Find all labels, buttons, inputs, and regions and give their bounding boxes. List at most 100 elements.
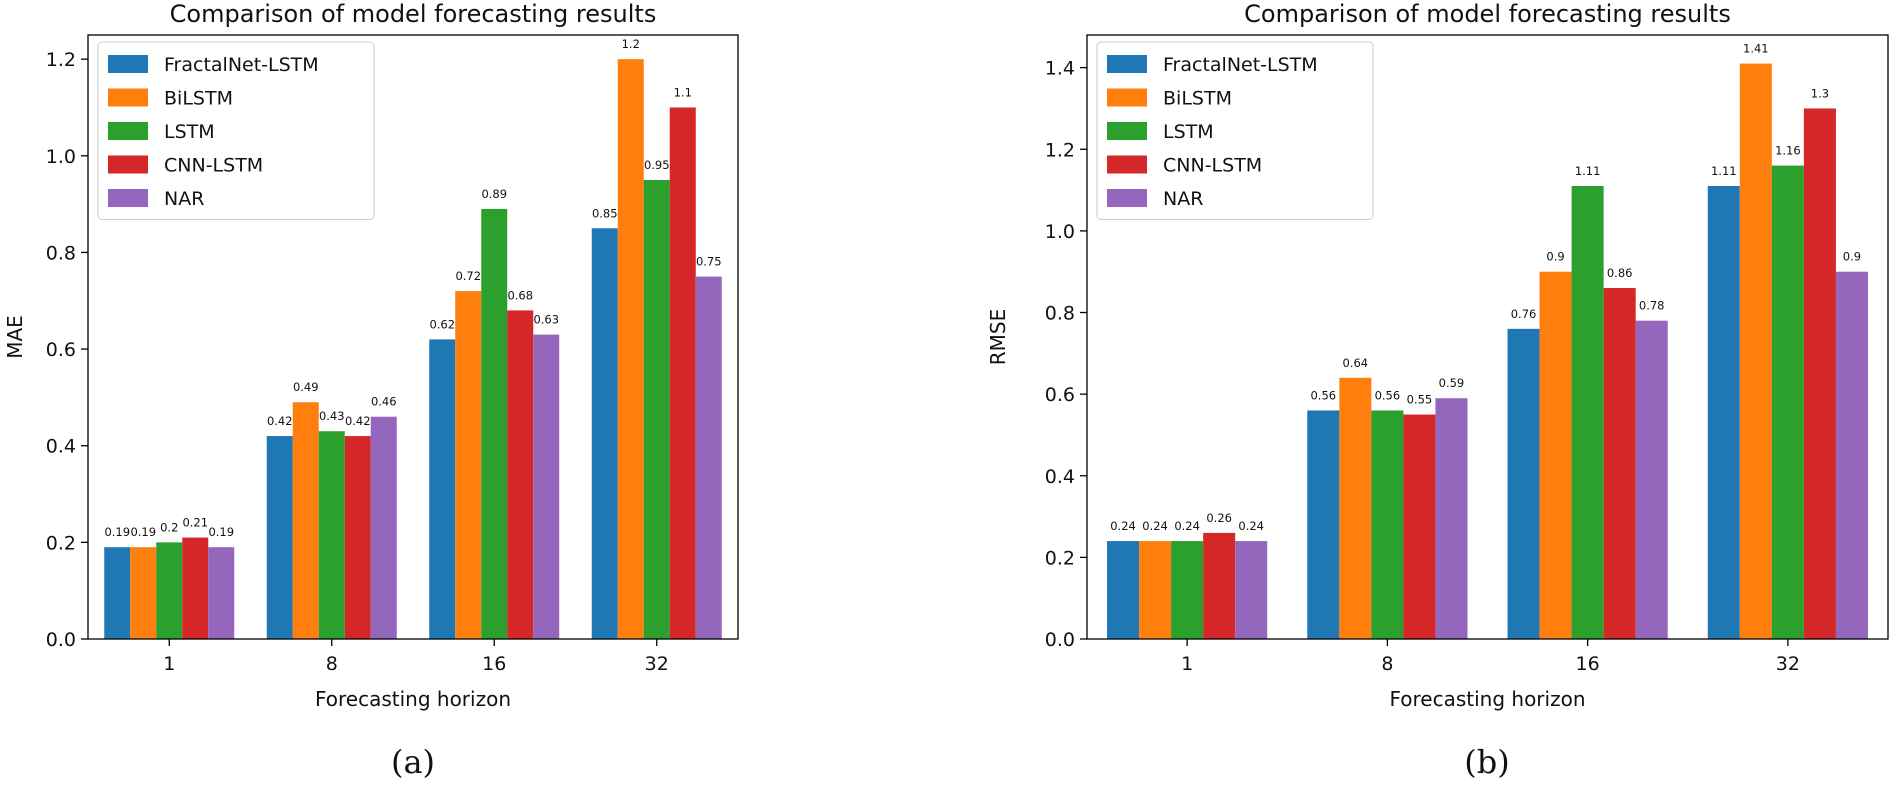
- bar-value-label: 1.41: [1743, 42, 1769, 56]
- bar-lstm-1: [1171, 541, 1204, 639]
- bar-value-label: 0.76: [1511, 307, 1537, 321]
- chart-title: Comparison of model forecasting results: [1244, 0, 1731, 28]
- bar-value-label: 0.42: [267, 414, 293, 428]
- bar-value-label: 0.19: [104, 525, 130, 539]
- bar-bilstm-8: [292, 402, 319, 639]
- bar-bilstm-16: [1539, 271, 1572, 639]
- chart-rmse: Comparison of model forecasting results 0…: [986, 0, 1889, 781]
- bar-value-label: 0.9: [1546, 250, 1564, 264]
- bar-value-label: 1.16: [1775, 144, 1801, 158]
- y-tick-label: 0.2: [1045, 547, 1075, 569]
- chart-mae: Comparison of model forecasting results 0…: [3, 0, 739, 781]
- bar-bilstm-8: [1339, 377, 1372, 639]
- y-tick-label: 1.2: [46, 49, 76, 71]
- bar-value-label: 0.43: [319, 409, 345, 423]
- bar-value-label: 0.63: [533, 313, 559, 327]
- x-tick-label: 32: [1776, 653, 1800, 675]
- bar-value-label: 0.2: [160, 520, 178, 534]
- x-tick-label: 8: [326, 653, 338, 675]
- legend: FractalNet-LSTM BiLSTM LSTM CNN-LSTM NAR: [1096, 41, 1374, 220]
- bar-value-label: 0.56: [1375, 388, 1401, 402]
- bar-nar-16: [1635, 320, 1668, 639]
- bar-value-label: 0.26: [1206, 511, 1232, 525]
- bar-cnn-lstm-8: [1403, 414, 1436, 639]
- bar-cnn-lstm-32: [1803, 108, 1836, 639]
- bar-value-label: 0.59: [1439, 376, 1465, 390]
- bar-value-label: 0.19: [130, 525, 156, 539]
- legend-swatch-nar: [1107, 189, 1147, 207]
- figure-caption: (a): [391, 743, 435, 781]
- bar-value-label: 0.68: [507, 288, 533, 302]
- bar-value-label: 0.72: [455, 269, 481, 283]
- axes-frame: [1086, 34, 1889, 640]
- legend-label: CNN-LSTM: [164, 155, 263, 177]
- y-tick-label: 0.2: [46, 532, 76, 554]
- y-tick-label: 0.6: [1045, 384, 1075, 406]
- bar-lstm-16: [481, 208, 508, 639]
- bar-lstm-32: [1771, 165, 1804, 639]
- bar-nar-8: [1435, 398, 1468, 639]
- bar-cnn-lstm-1: [182, 537, 209, 639]
- y-tick-label: 0.0: [1045, 629, 1075, 651]
- legend-label: BiLSTM: [1163, 88, 1232, 110]
- bar-fractalnet-lstm-16: [429, 339, 456, 639]
- legend-box: [1096, 41, 1374, 220]
- legend-box: [97, 41, 375, 220]
- bar-value-label: 1.1: [674, 85, 692, 99]
- legend-swatch-cnn-lstm: [1107, 155, 1147, 174]
- bar-value-label: 0.49: [293, 380, 319, 394]
- bar-lstm-16: [1571, 186, 1604, 639]
- bar-cnn-lstm-32: [669, 107, 696, 640]
- bar-value-label: 0.21: [182, 516, 208, 530]
- bar-value-label: 0.19: [208, 525, 234, 539]
- legend-swatch-lstm: [1107, 122, 1147, 140]
- bar-value-label: 0.95: [644, 158, 670, 172]
- y-tick-label: 1.0: [1045, 221, 1075, 243]
- axes-frame: [87, 34, 739, 640]
- bar-nar-8: [370, 416, 397, 639]
- y-axis-label: MAE: [3, 315, 27, 359]
- x-tick-label: 32: [645, 653, 669, 675]
- x-tick-label: 1: [163, 653, 175, 675]
- bar-value-label: 0.85: [592, 206, 618, 220]
- y-tick-label: 0.0: [46, 629, 76, 651]
- bar-value-label: 0.46: [371, 395, 397, 409]
- bar-value-label: 1.2: [622, 37, 640, 51]
- legend-swatch-cnn-lstm: [108, 155, 148, 174]
- figure-caption: (b): [1464, 743, 1509, 781]
- bar-lstm-8: [318, 431, 345, 639]
- bar-lstm-1: [156, 542, 183, 639]
- bar-bilstm-1: [1139, 541, 1172, 639]
- bar-fractalnet-lstm-1: [1107, 541, 1140, 639]
- bar-value-label: 0.89: [481, 187, 507, 201]
- x-axis-label: Forecasting horizon: [1389, 687, 1585, 711]
- bar-value-label: 0.24: [1142, 519, 1168, 533]
- bar-value-label: 0.42: [345, 414, 371, 428]
- legend-label: LSTM: [164, 121, 215, 143]
- legend-label: BiLSTM: [164, 88, 233, 110]
- x-tick-label: 16: [1576, 653, 1600, 675]
- y-tick-label: 1.0: [46, 146, 76, 168]
- bar-nar-1: [1235, 541, 1268, 639]
- bar-fractalnet-lstm-1: [104, 547, 131, 639]
- bar-bilstm-32: [1739, 63, 1772, 639]
- bar-value-label: 0.24: [1110, 519, 1136, 533]
- bar-nar-32: [1835, 271, 1868, 639]
- x-tick-label: 16: [482, 653, 506, 675]
- y-tick-label: 1.2: [1045, 139, 1075, 161]
- bar-nar-16: [533, 334, 560, 639]
- y-tick-label: 0.4: [46, 436, 76, 458]
- bar-fractalnet-lstm-8: [266, 436, 293, 639]
- bar-bilstm-32: [617, 59, 644, 640]
- bar-lstm-32: [643, 179, 670, 639]
- bar-value-label: 0.64: [1343, 356, 1369, 370]
- bar-value-label: 1.11: [1711, 164, 1737, 178]
- bar-lstm-8: [1371, 410, 1404, 639]
- bar-value-label: 0.9: [1843, 250, 1861, 264]
- bar-value-label: 0.24: [1174, 519, 1200, 533]
- legend: FractalNet-LSTM BiLSTM LSTM CNN-LSTM NAR: [97, 41, 375, 220]
- bar-value-label: 1.11: [1575, 164, 1601, 178]
- bar-value-label: 0.56: [1310, 388, 1336, 402]
